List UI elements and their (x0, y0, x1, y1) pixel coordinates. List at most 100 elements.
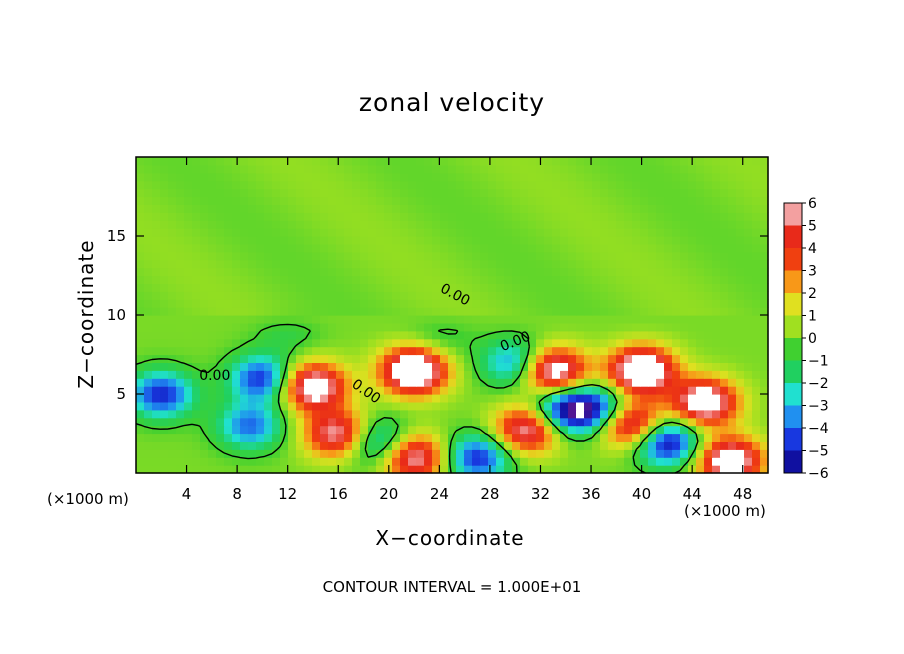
heatmap-cell (568, 251, 577, 261)
heatmap-cell (344, 164, 353, 174)
heatmap-cell (416, 394, 425, 403)
heatmap-cell (552, 307, 561, 316)
heatmap-cell (264, 267, 273, 277)
x-tick-label: 28 (480, 485, 499, 503)
heatmap-cell (760, 354, 769, 363)
heatmap-cell (696, 465, 705, 474)
heatmap-cell (136, 299, 145, 308)
heatmap-cell (528, 259, 537, 269)
heatmap-cell (640, 164, 649, 174)
heatmap-cell (328, 157, 337, 166)
heatmap-cell (184, 441, 193, 450)
heatmap-cell (544, 251, 553, 261)
heatmap-cell (384, 338, 393, 348)
heatmap-cell (272, 401, 281, 411)
heatmap-cell (656, 251, 665, 261)
heatmap-cell (392, 283, 401, 292)
heatmap-cell (144, 259, 153, 269)
heatmap-cell (760, 386, 769, 395)
heatmap-cell (328, 322, 337, 332)
heatmap-cell (376, 275, 385, 284)
heatmap-cell (384, 307, 393, 316)
heatmap-cell (184, 315, 193, 324)
heatmap-cell (152, 283, 161, 292)
heatmap-cell (560, 157, 569, 166)
heatmap-cell (664, 172, 673, 182)
heatmap-cell (640, 172, 649, 182)
x-tick-label: 36 (581, 485, 600, 503)
heatmap-cell (512, 441, 521, 450)
heatmap-cell (432, 330, 441, 340)
heatmap-cell (736, 164, 745, 174)
heatmap-cell (688, 338, 697, 348)
heatmap-cell (480, 386, 489, 395)
heatmap-cell (136, 204, 145, 213)
heatmap-cell (248, 299, 257, 308)
heatmap-cell (256, 401, 265, 411)
heatmap-cell (288, 315, 297, 324)
heatmap-cell (744, 378, 753, 387)
heatmap-cell (608, 401, 617, 411)
heatmap-cell (704, 322, 713, 332)
heatmap-cell (584, 267, 593, 277)
colorbar-label: −3 (808, 399, 829, 415)
heatmap-cell (720, 172, 729, 182)
heatmap-cell (360, 307, 369, 316)
heatmap-cell (664, 236, 673, 245)
heatmap-cell (584, 157, 593, 166)
heatmap-cell (528, 457, 537, 466)
heatmap-cell (280, 275, 289, 284)
heatmap-cell (320, 346, 329, 356)
heatmap-cell (472, 417, 481, 427)
heatmap-cell (656, 172, 665, 182)
heatmap-cell (640, 338, 649, 348)
heatmap-cell (272, 283, 281, 292)
heatmap-cell (432, 362, 441, 371)
heatmap-cell (520, 283, 529, 292)
heatmap-cell (600, 243, 609, 253)
heatmap-cell (288, 354, 297, 363)
heatmap-cell (560, 425, 569, 435)
heatmap-cell (448, 307, 457, 316)
heatmap-cell (608, 259, 617, 269)
heatmap-cell (504, 425, 513, 435)
heatmap-cell (320, 243, 329, 253)
heatmap-cell (320, 283, 329, 292)
heatmap-cell (376, 157, 385, 166)
heatmap-cell (280, 338, 289, 348)
heatmap-cell (488, 291, 497, 300)
heatmap-cell (456, 409, 465, 419)
heatmap-cell (608, 212, 617, 221)
heatmap-cell (448, 157, 457, 166)
heatmap-cell (608, 267, 617, 277)
heatmap-cell (456, 457, 465, 466)
heatmap-cell (208, 228, 217, 237)
heatmap-cell (464, 259, 473, 269)
heatmap-cell (736, 354, 745, 363)
heatmap-cell (504, 338, 513, 348)
heatmap-cell (464, 251, 473, 261)
heatmap-cell (424, 315, 433, 324)
heatmap-cell (400, 346, 409, 356)
heatmap-cell (448, 275, 457, 284)
heatmap-cell (296, 157, 305, 166)
heatmap-cell (448, 425, 457, 435)
heatmap-cell (704, 441, 713, 450)
heatmap-cell (576, 180, 585, 190)
heatmap-cell (576, 315, 585, 324)
heatmap-cell (512, 370, 521, 379)
heatmap-cell (320, 457, 329, 466)
heatmap-cell (512, 267, 521, 277)
heatmap-cell (168, 220, 177, 229)
heatmap-cell (520, 157, 529, 166)
heatmap-cell (560, 283, 569, 292)
heatmap-cell (472, 204, 481, 213)
heatmap-cell (712, 370, 721, 379)
heatmap-cell (240, 346, 249, 356)
heatmap-cell (360, 465, 369, 474)
heatmap-cell (160, 228, 169, 237)
heatmap-cell (488, 283, 497, 292)
heatmap-cell (704, 433, 713, 442)
heatmap-cell (504, 394, 513, 403)
heatmap-cell (208, 283, 217, 292)
